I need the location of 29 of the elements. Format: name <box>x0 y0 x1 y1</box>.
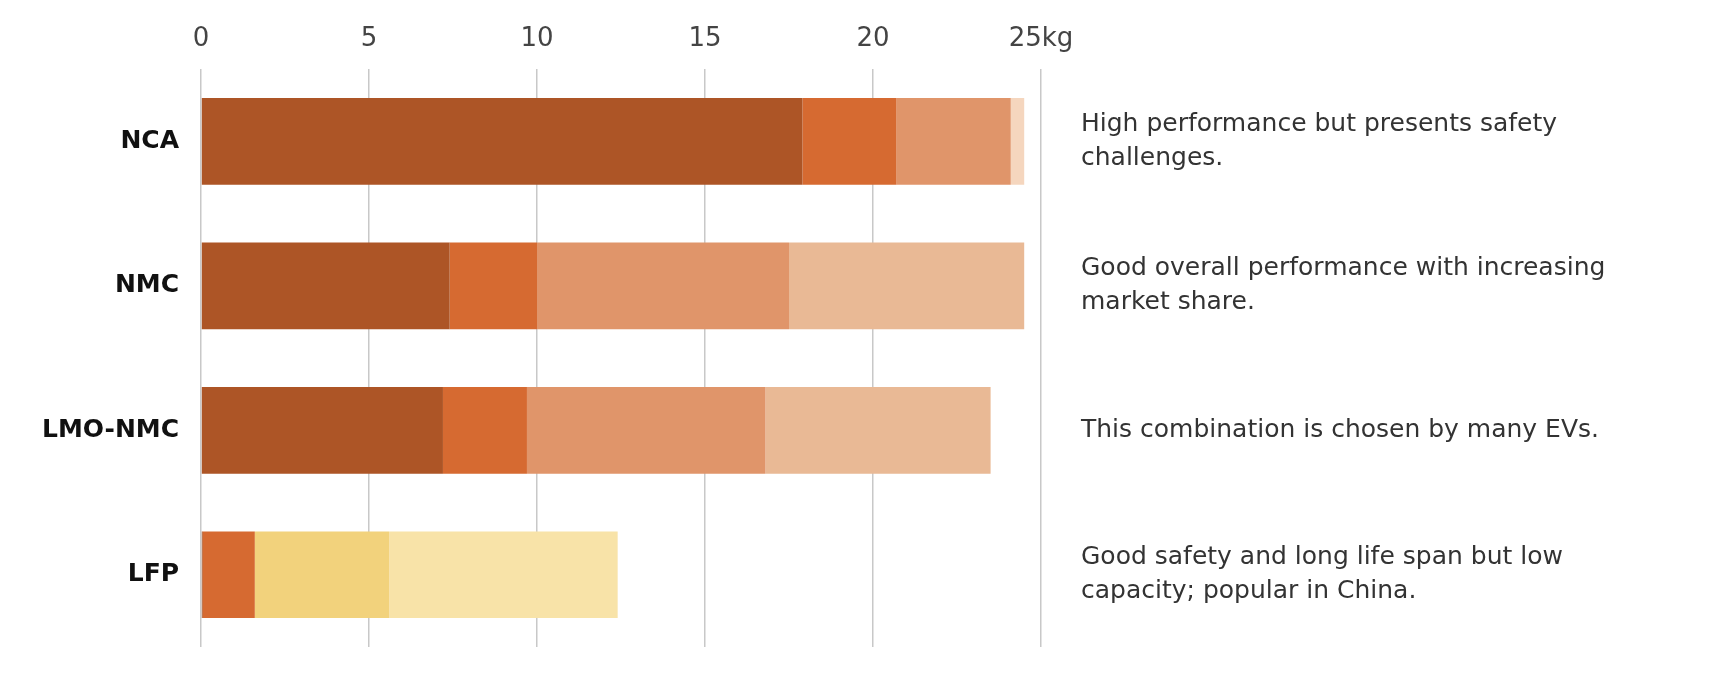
x-tick-label: 15 <box>688 22 722 53</box>
y-tick-label: LFP <box>127 558 180 588</box>
bar <box>201 242 450 330</box>
x-tick-label: 20 <box>856 22 890 53</box>
bar <box>789 242 1025 330</box>
bar <box>526 386 766 474</box>
y-tick-label: NCA <box>120 124 180 154</box>
text: This combination is chosen by many EVs. <box>1080 413 1599 443</box>
text: Good safety and long life span but low capacity; popular in China. <box>1081 541 1563 605</box>
x-tick-label: 10 <box>520 22 554 53</box>
bar <box>201 98 803 185</box>
bar <box>765 386 991 474</box>
text: High performance but presents safety challenges. <box>1081 107 1558 171</box>
x-tick-label: 0 <box>192 22 210 53</box>
bar <box>802 98 897 185</box>
text: Good overall performance with increasing market share. <box>1081 252 1606 316</box>
bar <box>1010 98 1025 185</box>
x-tick-label: 25kg <box>1008 22 1074 53</box>
bar <box>202 531 255 619</box>
bar <box>449 242 538 330</box>
bar <box>254 531 390 619</box>
y-tick-label: NMC <box>114 269 180 299</box>
y-tick-label: LMO-NMC <box>41 413 180 443</box>
bar <box>537 242 790 330</box>
bar <box>389 531 618 619</box>
x-tick-label: 5 <box>360 22 378 53</box>
bar <box>201 386 443 474</box>
bar <box>442 386 527 474</box>
bar <box>896 98 1011 185</box>
